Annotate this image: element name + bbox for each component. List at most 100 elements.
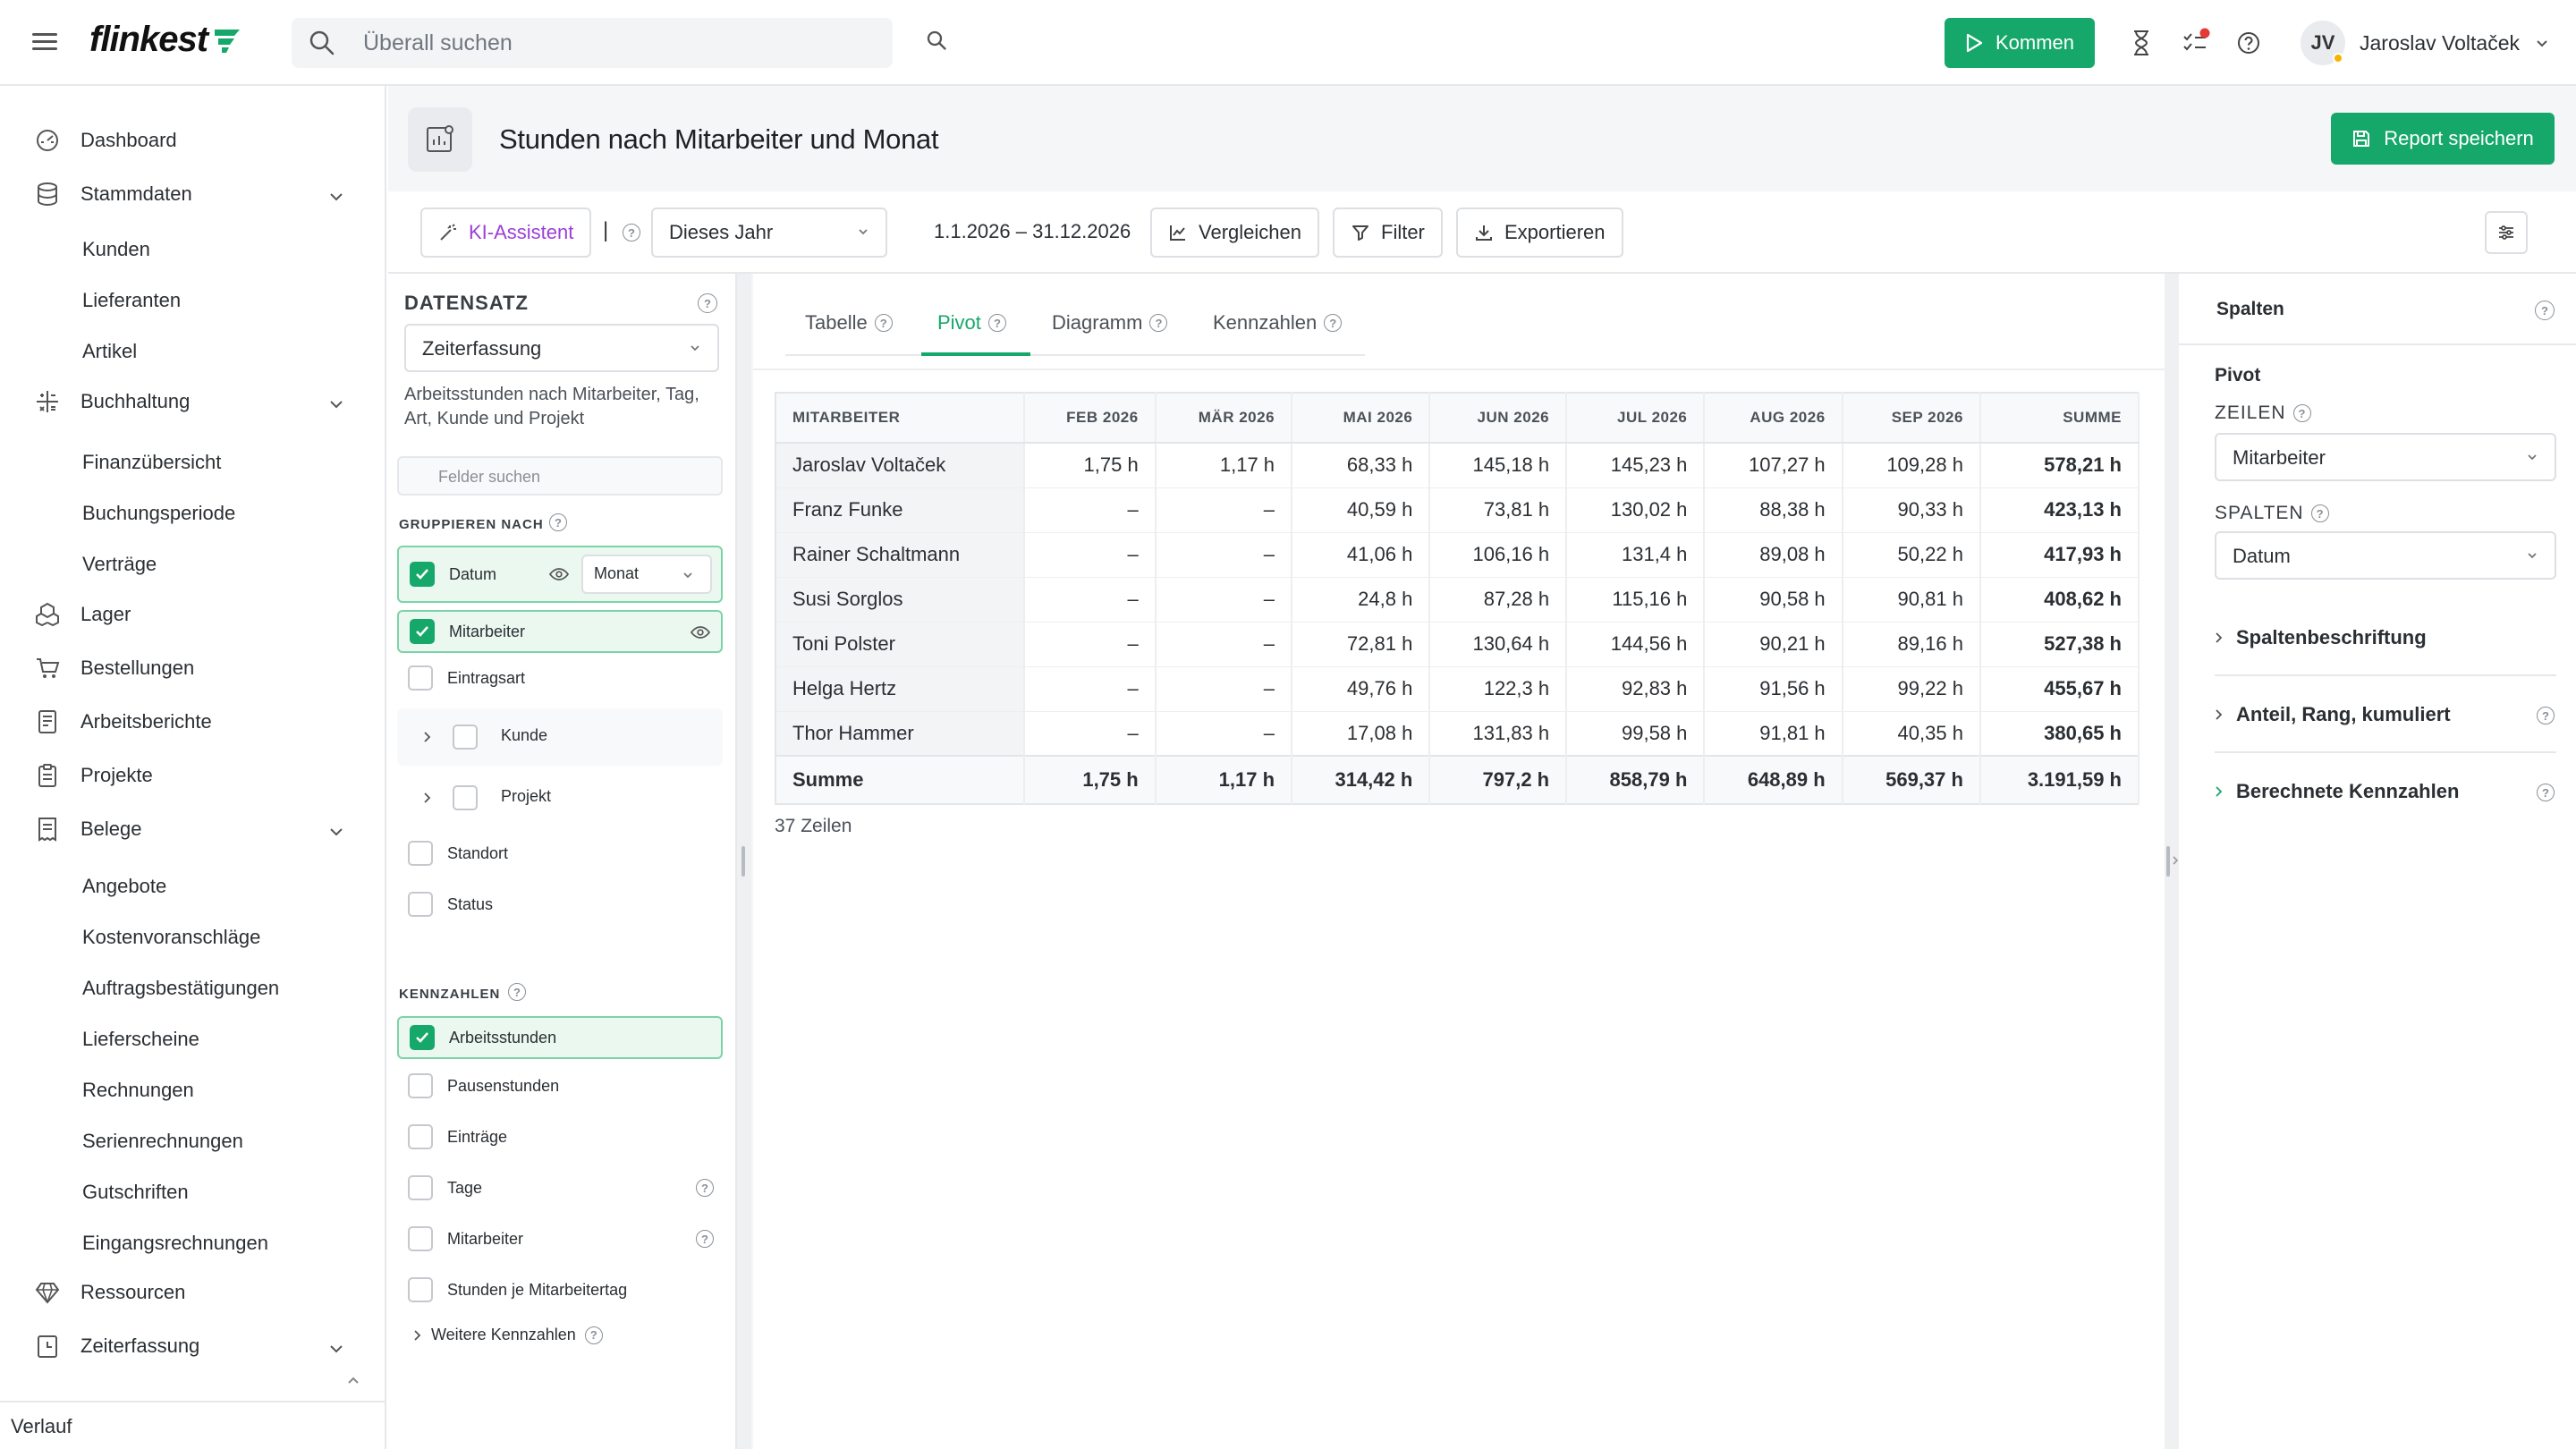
table-row[interactable]: Rainer Schaltmann – –41,06 h 106,16 h 131,4 … <box>775 532 2140 578</box>
save-report-button[interactable]: Report speichern <box>2331 113 2555 165</box>
help-icon[interactable]: ? <box>2535 301 2555 320</box>
sidebar-item-kunden[interactable]: Kunden <box>82 238 150 260</box>
tab-tabelle[interactable]: Tabelle? <box>805 311 893 335</box>
metric-mitarbeiter[interactable]: Mitarbeiter? <box>397 1217 723 1260</box>
dataset-select[interactable]: Zeiterfassung <box>404 324 719 372</box>
column-header[interactable]: FEB 2026 <box>1024 393 1157 444</box>
tasks-icon[interactable] <box>2179 27 2211 59</box>
help-icon[interactable]: ? <box>1324 314 1343 332</box>
column-header[interactable]: SUMME <box>1979 393 2140 444</box>
chevron-down-icon[interactable] <box>327 1340 345 1358</box>
sidebar-item-auftragsbestaetigungen[interactable]: Auftragsbestätigungen <box>82 977 280 999</box>
help-icon[interactable]: ? <box>549 513 567 531</box>
help-icon[interactable]: ? <box>584 1326 603 1344</box>
table-row[interactable]: Jaroslav Voltaček 1,75 h 1,17 h 68,33 h 145,… <box>775 443 2140 488</box>
menu-icon[interactable] <box>32 29 57 50</box>
ki-assistant-button[interactable]: KI-Assistent <box>420 208 592 258</box>
filter-button[interactable]: Filter <box>1333 208 1443 258</box>
help-icon[interactable]: ? <box>696 1230 714 1248</box>
help-icon[interactable]: ? <box>2537 707 2555 724</box>
sidebar-item-ressourcen[interactable]: Ressourcen <box>34 1279 185 1306</box>
checkbox[interactable] <box>408 1124 433 1149</box>
help-icon[interactable]: ? <box>987 314 1006 332</box>
group-field-mitarbeiter[interactable]: Mitarbeiter <box>397 610 723 653</box>
column-header[interactable]: JUL 2026 <box>1566 393 1706 444</box>
cols-select[interactable]: Datum <box>2215 531 2556 580</box>
sidebar-item-gutschriften[interactable]: Gutschriften <box>82 1181 189 1203</box>
column-header[interactable]: MÄR 2026 <box>1155 393 1293 444</box>
table-row[interactable]: Helga Hertz – –49,76 h 122,3 h 92,83 h 91,56 … <box>775 666 2140 712</box>
global-search[interactable]: Überall suchen <box>292 18 893 68</box>
column-header[interactable]: SEP 2026 <box>1842 393 1981 444</box>
tab-kennzahlen[interactable]: Kennzahlen? <box>1213 311 1343 335</box>
chevron-down-icon[interactable] <box>327 395 345 413</box>
scroll-up-icon[interactable] <box>345 1374 361 1386</box>
panel-splitter-right[interactable] <box>2165 274 2179 1449</box>
sidebar-item-kostenvoranschlaege[interactable]: Kostenvoranschläge <box>82 926 261 948</box>
date-granularity-select[interactable]: Monat <box>581 555 712 594</box>
chevron-right-icon[interactable] <box>2172 855 2179 866</box>
chevron-right-icon[interactable] <box>422 791 433 805</box>
help-icon[interactable]: ? <box>874 314 893 332</box>
sidebar-item-dashboard[interactable]: Dashboard <box>34 127 177 154</box>
sidebar-item-buchungsperiode[interactable]: Buchungsperiode <box>82 502 236 524</box>
table-row[interactable]: Toni Polster – –72,81 h 130,64 h 144,56 h 90,… <box>775 622 2140 667</box>
settings-sliders-button[interactable] <box>2485 211 2528 254</box>
checkbox[interactable] <box>453 785 478 810</box>
rows-select[interactable]: Mitarbeiter <box>2215 433 2556 481</box>
section-berechnete-kennzahlen[interactable]: Berechnete Kennzahlen <box>2215 780 2459 803</box>
sidebar-item-lieferanten[interactable]: Lieferanten <box>82 289 182 311</box>
search-icon[interactable] <box>925 29 950 54</box>
section-spaltenbeschriftung[interactable]: Spaltenbeschriftung <box>2215 626 2427 649</box>
checkbox[interactable] <box>408 892 433 917</box>
checkbox[interactable] <box>408 665 433 691</box>
compare-button[interactable]: Vergleichen <box>1150 208 1319 258</box>
group-field-standort[interactable]: Standort <box>397 832 723 875</box>
help-icon[interactable]: ? <box>2310 504 2329 522</box>
sidebar-item-projekte[interactable]: Projekte <box>34 762 153 789</box>
search-input[interactable]: Überall suchen <box>363 30 513 55</box>
table-row[interactable]: Franz Funke – –40,59 h 73,81 h 130,02 h 88,38… <box>775 487 2140 533</box>
column-header[interactable]: MITARBEITER <box>775 393 1026 444</box>
sidebar-item-buchhaltung[interactable]: Buchhaltung <box>34 388 190 415</box>
kommen-button[interactable]: Kommen <box>1945 18 2095 68</box>
checkbox[interactable] <box>408 1277 433 1302</box>
sidebar-item-vertraege[interactable]: Verträge <box>82 553 157 575</box>
chevron-down-icon[interactable] <box>327 188 345 206</box>
checkbox[interactable] <box>453 724 478 750</box>
group-field-status[interactable]: Status <box>397 883 723 926</box>
metric-arbeitsstunden[interactable]: Arbeitsstunden <box>397 1016 723 1059</box>
metric-pausenstunden[interactable]: Pausenstunden <box>397 1064 723 1107</box>
checkbox[interactable] <box>408 1175 433 1200</box>
group-field-projekt[interactable]: Projekt <box>397 776 723 819</box>
column-header[interactable]: JUN 2026 <box>1429 393 1568 444</box>
chevron-right-icon[interactable] <box>422 730 433 744</box>
tab-pivot[interactable]: Pivot? <box>937 311 1006 335</box>
user-menu[interactable]: JV Jaroslav Voltaček <box>2301 18 2550 68</box>
eye-icon[interactable] <box>549 567 569 581</box>
metric-eintraege[interactable]: Einträge <box>397 1115 723 1158</box>
sidebar-item-serienrechnungen[interactable]: Serienrechnungen <box>82 1130 243 1152</box>
checkbox[interactable] <box>408 1073 433 1098</box>
help-icon[interactable] <box>2233 27 2265 59</box>
checkbox-checked[interactable] <box>410 1025 435 1050</box>
hourglass-icon[interactable] <box>2125 27 2157 59</box>
metric-tage[interactable]: Tage? <box>397 1166 723 1209</box>
tab-diagramm[interactable]: Diagramm? <box>1052 311 1168 335</box>
checkbox-checked[interactable] <box>410 619 435 644</box>
help-icon[interactable]: ? <box>2537 784 2555 801</box>
period-select[interactable]: Dieses Jahr <box>651 208 887 258</box>
checkbox[interactable] <box>408 1226 433 1251</box>
help-icon[interactable]: ? <box>1149 314 1168 332</box>
sidebar-item-rechnungen[interactable]: Rechnungen <box>82 1079 194 1101</box>
sidebar-item-angebote[interactable]: Angebote <box>82 875 167 897</box>
help-icon[interactable]: ? <box>2292 404 2311 422</box>
group-field-datum[interactable]: Datum Monat <box>397 546 723 603</box>
eye-icon[interactable] <box>691 625 710 640</box>
help-icon[interactable]: ? <box>698 293 717 313</box>
more-metrics-toggle[interactable]: Weitere Kennzahlen ? <box>413 1326 603 1344</box>
checkbox-checked[interactable] <box>410 562 435 587</box>
table-row[interactable]: Thor Hammer – –17,08 h 131,83 h 99,58 h 91,81… <box>775 711 2140 757</box>
field-search-input[interactable]: Felder suchen <box>397 456 723 496</box>
sidebar-item-lieferscheine[interactable]: Lieferscheine <box>82 1028 199 1050</box>
